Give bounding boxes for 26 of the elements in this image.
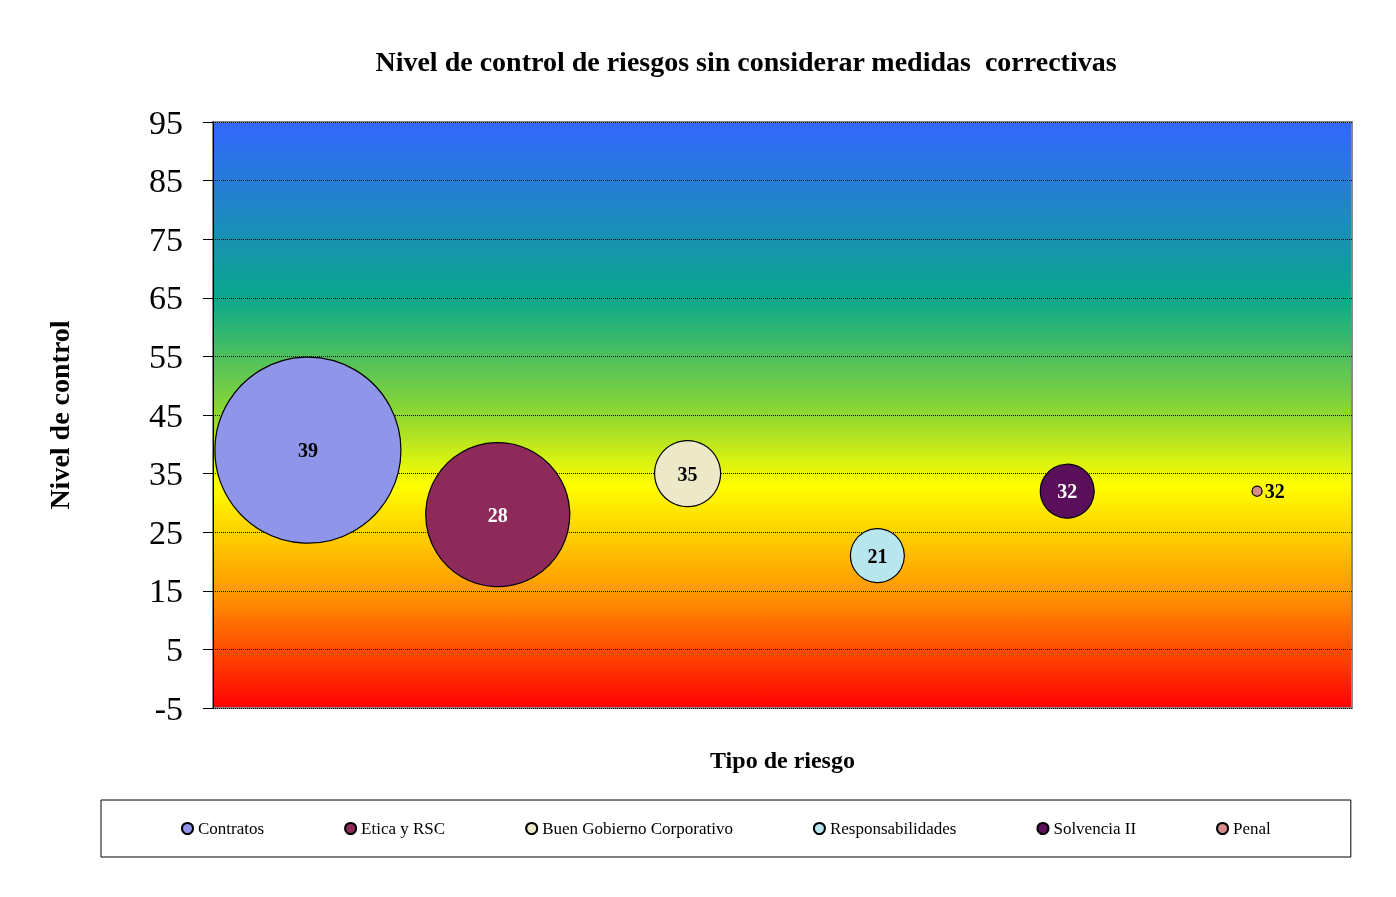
legend-label: Penal <box>1233 819 1272 838</box>
y-tick-label: 75 <box>149 220 183 258</box>
y-tick-label: 55 <box>149 337 183 375</box>
y-tick-label: 25 <box>149 513 183 551</box>
legend-label: Solvencia II <box>1053 819 1137 838</box>
data-label: 32 <box>1264 480 1285 503</box>
data-label: 21 <box>867 544 888 567</box>
data-label: 28 <box>487 503 508 526</box>
y-tick-label: 45 <box>149 396 183 434</box>
legend-label: Responsabilidades <box>829 819 957 838</box>
y-tick-label: 65 <box>149 279 183 317</box>
x-axis-title: Tipo de riesgo <box>710 747 855 773</box>
data-label: 39 <box>297 439 318 462</box>
y-tick-label: 15 <box>149 572 183 610</box>
data-label: 35 <box>677 462 698 485</box>
y-tick-label: 85 <box>149 162 183 200</box>
y-tick-label: 35 <box>149 455 183 493</box>
y-axis-title: Nivel de control <box>43 320 75 510</box>
y-tick-label: 95 <box>149 103 183 141</box>
legend-label: Etica y RSC <box>361 819 446 838</box>
y-tick-label: -5 <box>154 689 183 727</box>
chart-title: Nivel de control de riesgos sin considerar medidas correctivas <box>375 45 1117 77</box>
legend-label: Contratos <box>198 819 265 838</box>
y-tick-label: 5 <box>166 630 183 668</box>
data-label: 32 <box>1057 480 1078 503</box>
legend-label: Buen Gobierno Corporativo <box>542 819 733 838</box>
